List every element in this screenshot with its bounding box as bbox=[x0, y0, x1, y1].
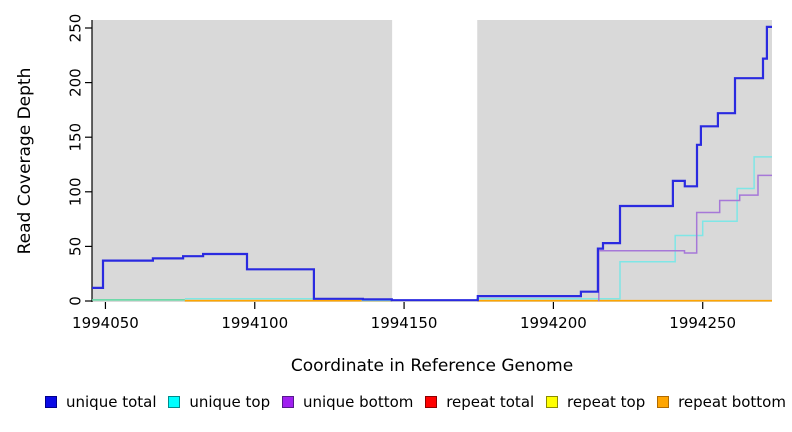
x-tick-label: 1994150 bbox=[371, 314, 438, 332]
x-tick-label: 1994200 bbox=[520, 314, 587, 332]
legend-swatch-icon bbox=[45, 396, 57, 408]
legend-label: unique bottom bbox=[302, 393, 414, 411]
y-tick-label: 50 bbox=[67, 237, 85, 256]
legend-item-unique-total: unique total bbox=[45, 393, 157, 411]
y-axis-title: Read Coverage Depth bbox=[15, 67, 35, 255]
y-tick-label: 200 bbox=[67, 68, 85, 97]
legend-label: repeat total bbox=[446, 393, 535, 411]
legend-item-repeat-top: repeat top bbox=[546, 393, 645, 411]
x-tick-label: 1994100 bbox=[221, 314, 288, 332]
series-unique-total bbox=[92, 25, 772, 302]
legend-swatch-icon bbox=[657, 396, 670, 408]
legend-item-repeat-bottom: repeat bottom bbox=[657, 393, 786, 411]
legend-item-unique-bottom: unique bottom bbox=[281, 393, 414, 411]
legend-item-unique-top: unique top bbox=[168, 393, 270, 411]
legend-label: unique top bbox=[189, 393, 271, 411]
y-axis-title-wrap: Read Coverage Depth bbox=[0, 0, 50, 362]
y-tick-label: 250 bbox=[67, 14, 85, 43]
y-tick-label: 150 bbox=[67, 123, 85, 152]
legend-swatch-icon bbox=[425, 396, 438, 408]
legend-swatch-icon bbox=[281, 396, 294, 408]
coverage-chart: 0 50 100 150 200 250 1994050 1994100 1994150 1994… bbox=[67, 14, 772, 332]
y-tick-label: 100 bbox=[67, 177, 85, 206]
legend-item-repeat-total: repeat total bbox=[425, 393, 534, 411]
x-axis-title: Coordinate in Reference Genome bbox=[290, 356, 574, 376]
legend-swatch-icon bbox=[168, 396, 181, 408]
chart-legend: unique total unique top unique bottom repea… bbox=[45, 393, 786, 411]
x-tick-label: 1994250 bbox=[669, 314, 736, 332]
legend-label: repeat bottom bbox=[678, 393, 786, 411]
y-tick-label: 0 bbox=[67, 296, 85, 306]
x-tick-label: 1994050 bbox=[72, 314, 139, 332]
legend-swatch-icon bbox=[546, 396, 558, 408]
legend-label: repeat top bbox=[567, 393, 646, 411]
legend-label: unique total bbox=[66, 393, 157, 411]
coverage-gap-region bbox=[392, 20, 478, 302]
series-unique-bottom bbox=[597, 174, 772, 302]
